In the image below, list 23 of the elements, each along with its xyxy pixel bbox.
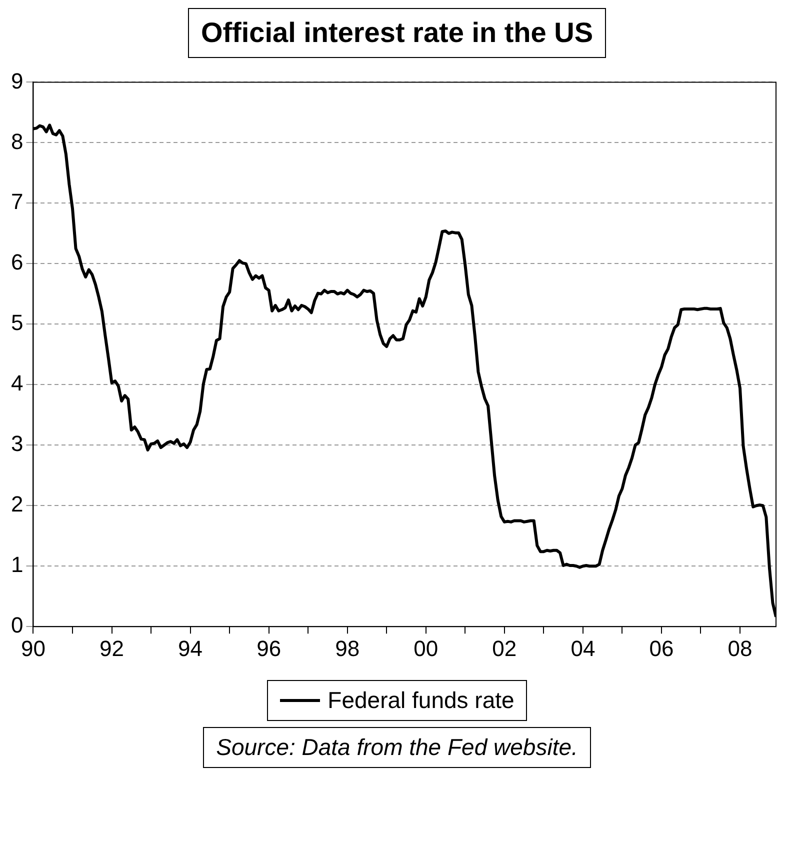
x-tick-label: 04 — [570, 636, 596, 661]
source-note: Source: Data from the Fed website. — [203, 727, 591, 768]
y-tick-label: 5 — [10, 310, 24, 336]
x-tick-label: 02 — [492, 636, 517, 661]
x-tick-label: 06 — [649, 636, 674, 661]
x-tick-label: 90 — [20, 636, 46, 661]
x-tick-label: 94 — [178, 636, 203, 661]
y-tick-label: 0 — [10, 612, 24, 638]
x-tick-label: 98 — [335, 636, 360, 661]
y-tick-label: 8 — [10, 128, 24, 154]
x-tick-label: 96 — [256, 636, 282, 661]
x-tick-label: 08 — [728, 636, 752, 661]
y-tick-label: 2 — [10, 492, 24, 517]
legend-label: Federal funds rate — [328, 687, 514, 714]
y-tick-label: 9 — [10, 68, 24, 94]
y-tick-label: 3 — [10, 431, 24, 456]
y-tick-label: 1 — [10, 552, 24, 578]
x-tick-label: 00 — [414, 636, 438, 661]
y-tick-label: 4 — [10, 370, 24, 396]
chart-title: Official interest rate in the US — [188, 8, 606, 58]
y-tick-label: 6 — [10, 250, 24, 275]
y-tick-label: 7 — [10, 189, 24, 214]
x-tick-label: 92 — [100, 636, 124, 661]
